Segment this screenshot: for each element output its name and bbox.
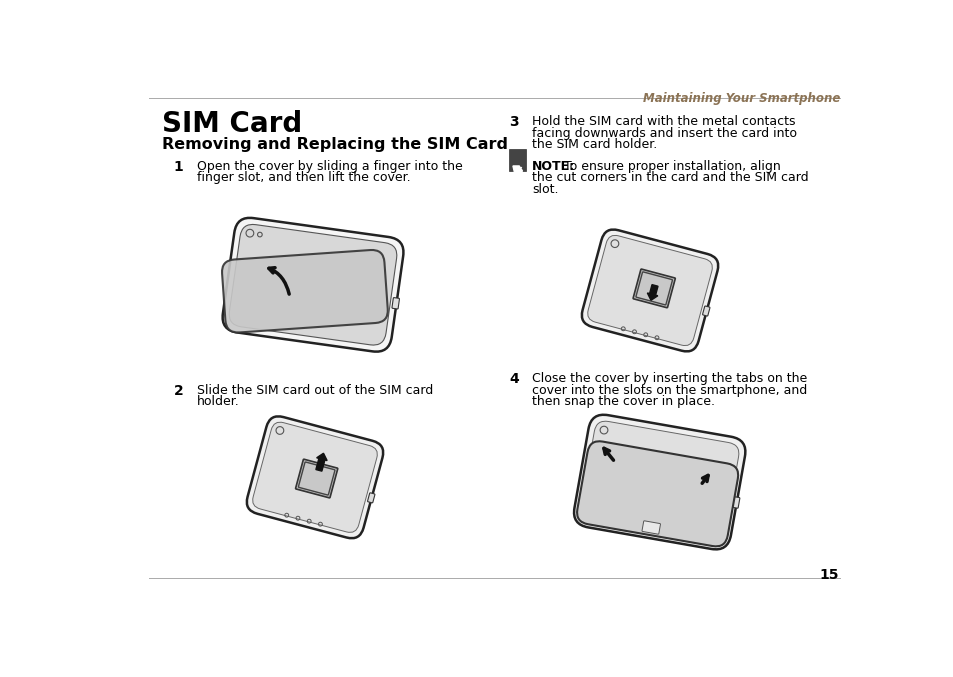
FancyBboxPatch shape xyxy=(633,269,675,308)
Text: 1: 1 xyxy=(173,160,183,174)
Text: holder.: holder. xyxy=(196,395,239,408)
Polygon shape xyxy=(513,166,521,176)
Text: Hold the SIM card with the metal contacts: Hold the SIM card with the metal contact… xyxy=(532,115,795,128)
FancyBboxPatch shape xyxy=(641,521,659,534)
FancyBboxPatch shape xyxy=(701,306,709,316)
Text: To ensure proper installation, align: To ensure proper installation, align xyxy=(559,160,781,173)
Text: then snap the cover in place.: then snap the cover in place. xyxy=(532,395,715,408)
Text: Maintaining Your Smartphone: Maintaining Your Smartphone xyxy=(642,92,840,105)
FancyBboxPatch shape xyxy=(298,462,335,495)
FancyBboxPatch shape xyxy=(222,250,387,332)
FancyBboxPatch shape xyxy=(574,415,744,549)
Text: the SIM card holder.: the SIM card holder. xyxy=(532,138,657,151)
FancyBboxPatch shape xyxy=(392,298,399,309)
FancyBboxPatch shape xyxy=(636,272,672,305)
Text: SIM Card: SIM Card xyxy=(162,110,302,139)
FancyBboxPatch shape xyxy=(581,230,718,351)
Text: Close the cover by inserting the tabs on the: Close the cover by inserting the tabs on… xyxy=(532,372,807,385)
FancyBboxPatch shape xyxy=(580,421,739,543)
Text: NOTE:: NOTE: xyxy=(532,160,575,173)
FancyBboxPatch shape xyxy=(367,493,375,503)
FancyBboxPatch shape xyxy=(587,236,712,346)
Text: cover into the slots on the smartphone, and: cover into the slots on the smartphone, … xyxy=(532,384,807,397)
FancyArrow shape xyxy=(315,453,327,471)
FancyBboxPatch shape xyxy=(295,459,337,498)
Text: 15: 15 xyxy=(819,568,838,582)
Text: 3: 3 xyxy=(509,115,518,129)
FancyBboxPatch shape xyxy=(509,149,525,171)
Text: finger slot, and then lift the cover.: finger slot, and then lift the cover. xyxy=(196,171,410,184)
FancyBboxPatch shape xyxy=(222,218,403,351)
Text: 4: 4 xyxy=(509,372,518,387)
FancyBboxPatch shape xyxy=(253,422,377,532)
Text: Removing and Replacing the SIM Card: Removing and Replacing the SIM Card xyxy=(162,137,507,152)
Text: facing downwards and insert the card into: facing downwards and insert the card int… xyxy=(532,127,797,139)
FancyBboxPatch shape xyxy=(731,497,740,508)
FancyBboxPatch shape xyxy=(577,441,738,546)
FancyBboxPatch shape xyxy=(247,416,383,538)
FancyBboxPatch shape xyxy=(229,225,396,345)
Text: 2: 2 xyxy=(173,384,183,398)
Text: the cut corners in the card and the SIM card: the cut corners in the card and the SIM … xyxy=(532,171,808,184)
Text: Slide the SIM card out of the SIM card: Slide the SIM card out of the SIM card xyxy=(196,384,433,397)
FancyArrow shape xyxy=(647,284,658,301)
Text: slot.: slot. xyxy=(532,183,558,196)
Text: Open the cover by sliding a finger into the: Open the cover by sliding a finger into … xyxy=(196,160,462,173)
